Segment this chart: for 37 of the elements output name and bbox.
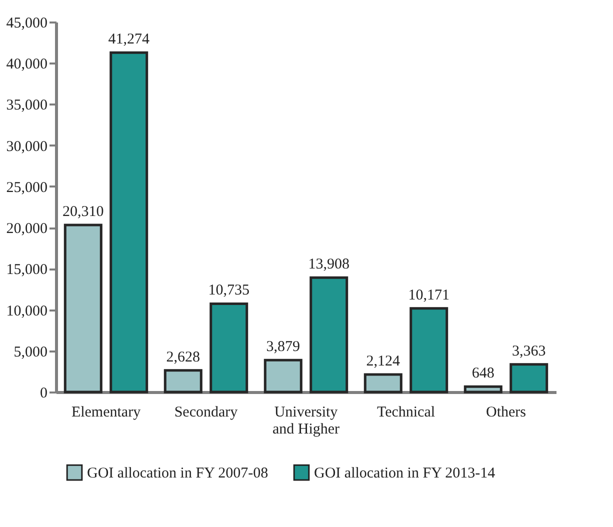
data-label: 3,879 (266, 339, 300, 356)
bar (310, 276, 348, 394)
data-label: 10,171 (408, 287, 450, 304)
bar (64, 224, 102, 394)
data-label: 648 (472, 366, 494, 382)
data-label: 41,274 (108, 32, 150, 48)
x-tick-label: Elementary (71, 404, 142, 420)
data-label: 20,310 (62, 204, 104, 220)
data-label: 10,735 (208, 282, 250, 299)
legend-label: GOI allocation in FY 2013-14 (314, 466, 496, 482)
bar (410, 307, 448, 394)
x-tick-label: Others (486, 404, 526, 420)
y-tick-label: 40,000 (6, 56, 48, 73)
bar (210, 302, 248, 394)
y-tick-label: 35,000 (6, 98, 48, 114)
bar (264, 358, 302, 394)
y-tick-label: 30,000 (6, 138, 48, 155)
data-label: 13,908 (308, 256, 350, 273)
data-label: 2,124 (366, 354, 401, 370)
x-tick-label: Technical (376, 404, 436, 420)
y-tick-label: 10,000 (6, 303, 48, 320)
legend-label: GOI allocation in FY 2007-08 (87, 466, 268, 482)
x-tick-label: University and Higher (272, 404, 340, 438)
bar (364, 373, 402, 394)
bar (164, 369, 202, 394)
y-tick-label: 5,000 (14, 344, 48, 360)
x-tick-label: Secondary (174, 404, 238, 420)
bar (110, 51, 148, 394)
y-tick-label: 0 (40, 386, 48, 402)
data-label: 2,628 (166, 349, 200, 366)
y-tick-label: 25,000 (6, 180, 48, 196)
y-tick-label: 15,000 (6, 262, 48, 278)
y-tick-label: 45,000 (6, 16, 48, 32)
bar (464, 385, 502, 394)
data-label: 3,363 (512, 343, 546, 360)
bar (510, 363, 548, 394)
y-tick-label: 20,000 (6, 221, 48, 238)
